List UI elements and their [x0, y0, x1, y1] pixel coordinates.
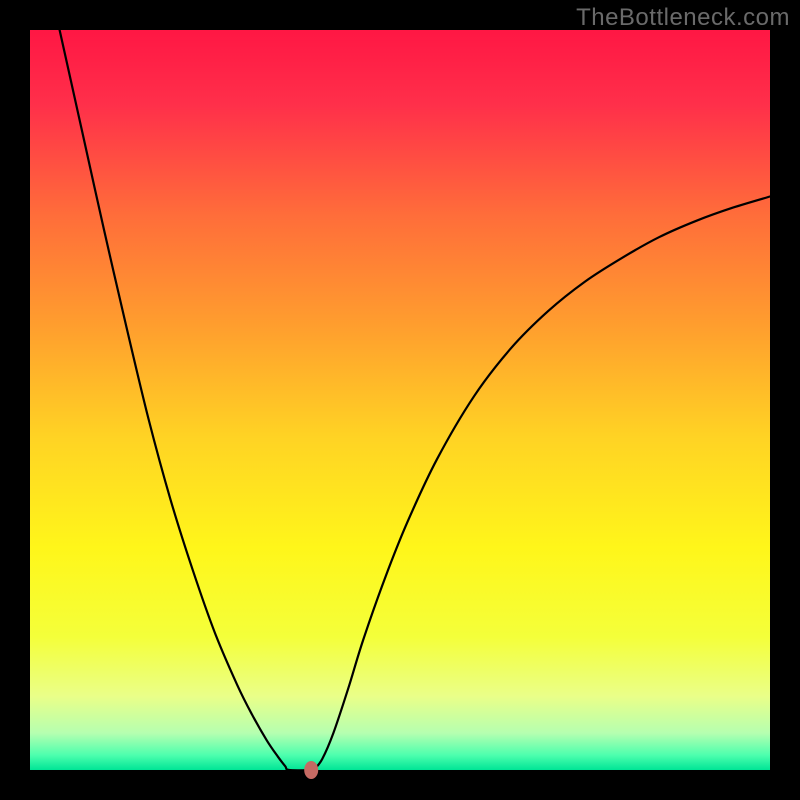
- optimal-point-marker: [304, 761, 318, 779]
- watermark-text: TheBottleneck.com: [576, 4, 790, 32]
- bottleneck-chart: TheBottleneck.com: [0, 0, 800, 800]
- plot-background: [30, 30, 770, 770]
- chart-svg: [0, 0, 800, 800]
